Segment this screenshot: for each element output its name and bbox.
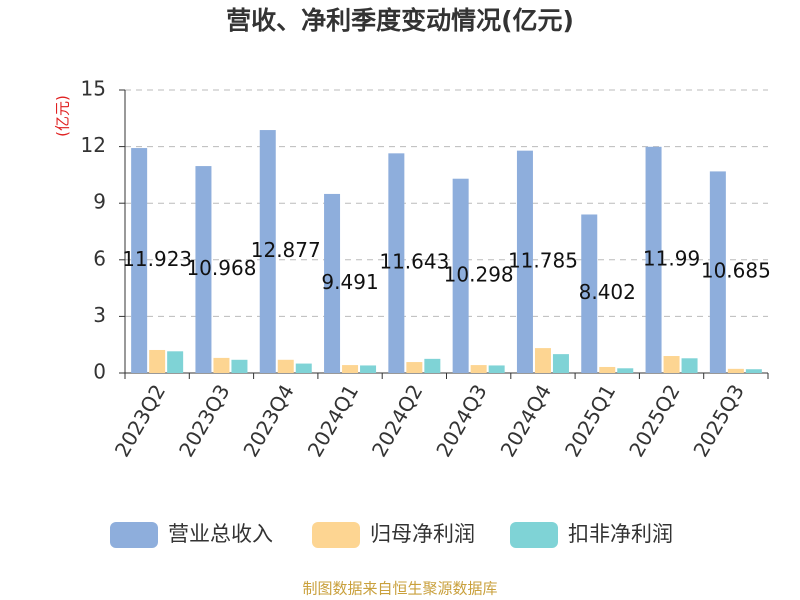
y-tick-label: 12 (81, 133, 106, 157)
legend-swatch (110, 522, 158, 548)
x-tick-label: 2024Q1 (303, 380, 363, 461)
bar (406, 362, 423, 373)
legend-label: 营业总收入 (168, 522, 273, 546)
bar (149, 349, 166, 373)
legend-swatch (312, 522, 360, 548)
bar (663, 356, 680, 373)
x-tick-label: 2023Q2 (110, 380, 170, 461)
value-label: 11.923 (122, 247, 192, 271)
value-label: 11.99 (643, 246, 700, 270)
source-note: 制图数据来自恒生聚源数据库 (302, 580, 497, 598)
x-tick-label: 2024Q2 (367, 380, 427, 461)
bar (645, 146, 662, 373)
bar (259, 130, 276, 373)
x-tick-label: 2024Q3 (431, 380, 491, 461)
bar (167, 351, 184, 373)
x-tick-label: 2023Q4 (238, 380, 298, 461)
bar (213, 357, 230, 373)
x-tick-label: 2025Q2 (624, 380, 684, 461)
x-tick-label: 2023Q3 (174, 380, 234, 461)
bar (709, 171, 726, 373)
x-tick-label: 2025Q3 (688, 380, 748, 461)
bar (452, 178, 469, 373)
bar (534, 348, 551, 373)
legend-label: 扣非净利润 (568, 522, 673, 546)
value-label: 10.685 (701, 259, 771, 283)
bar (617, 368, 634, 373)
bar (360, 365, 377, 373)
bar (277, 359, 294, 373)
value-label: 10.968 (186, 256, 256, 280)
bar (516, 150, 533, 373)
bar (424, 358, 441, 373)
y-tick-label: 9 (93, 190, 106, 214)
x-tick-label: 2024Q4 (496, 380, 556, 461)
value-label: 8.402 (579, 280, 636, 304)
bar (131, 148, 148, 373)
chart-title: 营收、净利季度变动情况(亿元) (226, 6, 574, 35)
bar (681, 358, 698, 373)
value-label: 9.491 (321, 270, 378, 294)
bar (727, 368, 744, 373)
bar (231, 359, 248, 373)
bar (581, 214, 598, 373)
bar (195, 166, 212, 373)
value-label: 11.785 (508, 248, 578, 272)
y-tick-label: 6 (93, 246, 106, 270)
legend-label: 归母净利润 (370, 522, 475, 546)
value-label: 11.643 (379, 250, 449, 274)
legend-swatch (510, 522, 558, 548)
bar (488, 365, 505, 373)
bar (295, 363, 312, 373)
value-label: 12.877 (251, 238, 321, 262)
bar (388, 153, 405, 373)
bar (324, 193, 341, 373)
y-tick-label: 3 (93, 303, 106, 327)
x-tick-label: 2025Q1 (560, 380, 620, 461)
value-label: 10.298 (444, 262, 514, 286)
bar (599, 366, 616, 373)
y-axis-label: (亿元) (54, 95, 72, 137)
bar (470, 365, 487, 373)
bar (745, 369, 762, 373)
bar (552, 354, 569, 373)
y-tick-label: 15 (81, 77, 106, 101)
y-tick-label: 0 (93, 360, 106, 384)
bar (342, 365, 359, 373)
